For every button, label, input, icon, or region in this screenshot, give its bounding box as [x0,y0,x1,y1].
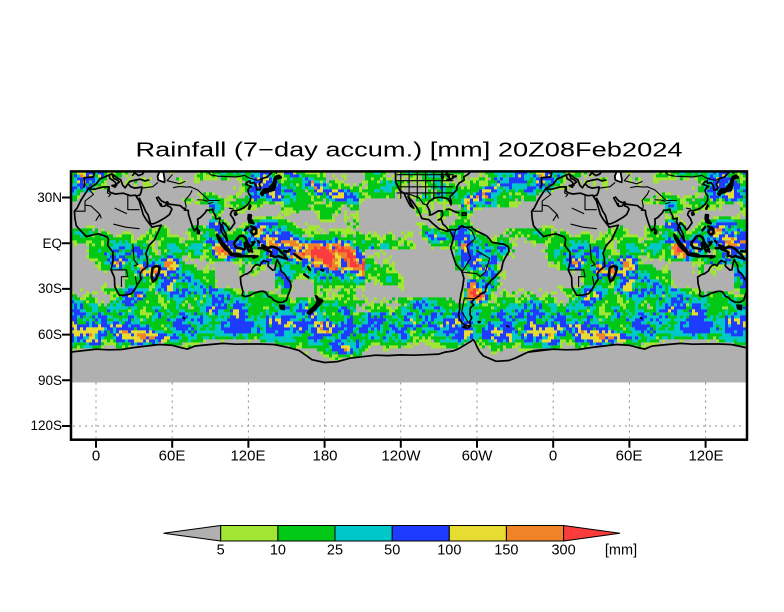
svg-text:0: 0 [549,448,557,465]
svg-text:60W: 60W [462,448,494,465]
svg-text:EQ: EQ [42,236,62,251]
svg-text:60S: 60S [38,327,62,342]
svg-text:10: 10 [270,543,286,559]
svg-text:[mm]: [mm] [605,543,637,559]
svg-text:150: 150 [494,543,518,559]
svg-text:50: 50 [384,543,400,559]
svg-text:60E: 60E [616,448,643,465]
svg-text:120W: 120W [381,448,421,465]
svg-text:90S: 90S [38,373,62,388]
svg-text:Rainfall (7−day accum.) [mm] 2: Rainfall (7−day accum.) [mm] 20Z08Feb202… [136,139,683,162]
svg-text:300: 300 [551,543,575,559]
svg-text:30S: 30S [38,281,62,296]
svg-text:180: 180 [312,448,337,465]
svg-text:120E: 120E [230,448,265,465]
svg-text:25: 25 [327,543,343,559]
svg-text:120E: 120E [688,448,723,465]
svg-text:0: 0 [92,448,100,465]
svg-text:30N: 30N [37,190,62,205]
svg-text:100: 100 [437,543,461,559]
svg-text:120S: 120S [30,418,62,433]
svg-text:60E: 60E [159,448,186,465]
svg-text:5: 5 [217,543,225,559]
